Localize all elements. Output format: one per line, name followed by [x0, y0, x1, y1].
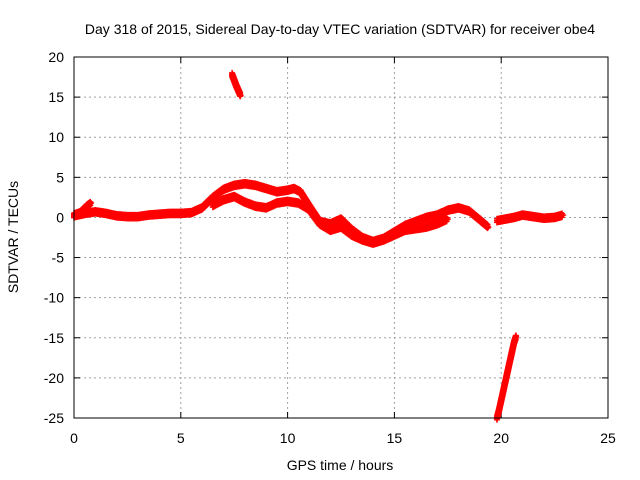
y-tick-label: -20: [44, 370, 64, 386]
y-tick-label: 0: [56, 209, 64, 225]
x-tick-label: 15: [387, 430, 403, 446]
x-tick-label: 25: [600, 430, 616, 446]
chart-title: Day 318 of 2015, Sidereal Day-to-day VTE…: [85, 21, 595, 37]
y-axis-label: SDTVAR / TECUs: [5, 181, 21, 293]
x-tick-label: 10: [280, 430, 296, 446]
series-high-segment: [229, 69, 244, 100]
tick-labels: 0 5 10 15 20 25 20 15 10 5 0 -5 -10 -15 -20 -25: [44, 49, 616, 446]
y-tick-label: -25: [44, 410, 64, 426]
plot-frame: [73, 56, 609, 419]
y-tick-label: -15: [44, 330, 64, 346]
x-tick-label: 20: [493, 430, 509, 446]
data-point: [237, 92, 244, 99]
data-point: [87, 198, 94, 205]
data-point: [485, 224, 492, 231]
y-tick-label: 10: [48, 129, 64, 145]
data-points: [71, 69, 567, 423]
y-tick-label: -10: [44, 290, 64, 306]
series-late-segment: [493, 210, 567, 226]
y-tick-label: 15: [48, 89, 64, 105]
series-lower-track: [209, 191, 451, 248]
y-tick-label: -5: [52, 250, 65, 266]
y-tick-label: 20: [48, 49, 64, 65]
x-axis-label: GPS time / hours: [287, 457, 394, 473]
data-point: [88, 200, 95, 207]
x-tick-label: 5: [177, 430, 185, 446]
y-tick-label: 5: [56, 169, 64, 185]
series-rise-segment: [493, 332, 520, 423]
data-point: [444, 216, 451, 223]
data-point: [513, 333, 520, 340]
series-early-segment: [71, 198, 95, 220]
x-tick-label: 0: [70, 430, 78, 446]
data-point: [560, 212, 567, 219]
